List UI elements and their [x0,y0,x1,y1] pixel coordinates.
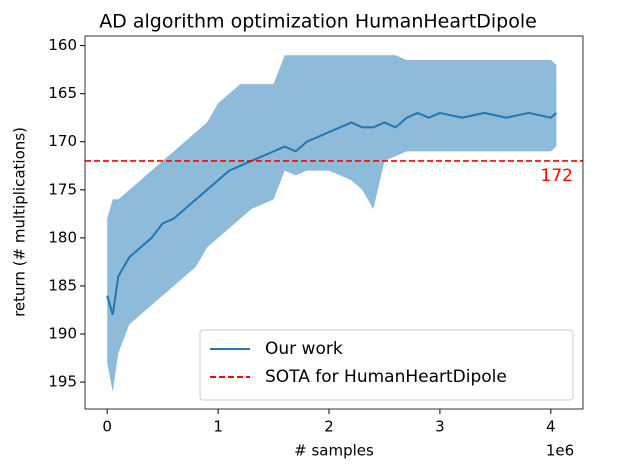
y-tick-label: 170 [48,132,77,150]
legend-box [199,329,574,401]
x-tick-label: 3 [435,418,445,436]
x-tick-label: 1 [213,418,223,436]
y-axis-label: return (# multiplications) [11,127,29,317]
x-axis-label: # samples [294,442,374,460]
y-tick-label: 160 [48,36,77,54]
y-tick-label: 185 [48,276,77,294]
y-tick-label: 175 [48,180,77,198]
y-tick-label: 180 [48,228,77,246]
legend-label: Our work [265,339,343,359]
x-tick-label: 0 [102,418,112,436]
confidence-band [107,55,557,392]
series-line [106,111,558,316]
reference-label: 172 [541,166,573,186]
x-tick-label: 2 [324,418,334,436]
y-tick-label: 165 [48,84,77,102]
x-offset-label: 1e6 [546,442,574,460]
x-tick-label: 4 [546,418,556,436]
plot-frame [84,35,584,410]
legend-label: SOTA for HumanHeartDipole [265,367,507,387]
chart-title: AD algorithm optimization HumanHeartDipo… [99,11,537,33]
legend: Our work SOTA for HumanHeartDipole [199,329,574,401]
y-tick-label: 190 [48,325,77,343]
y-tick-label: 195 [48,373,77,391]
